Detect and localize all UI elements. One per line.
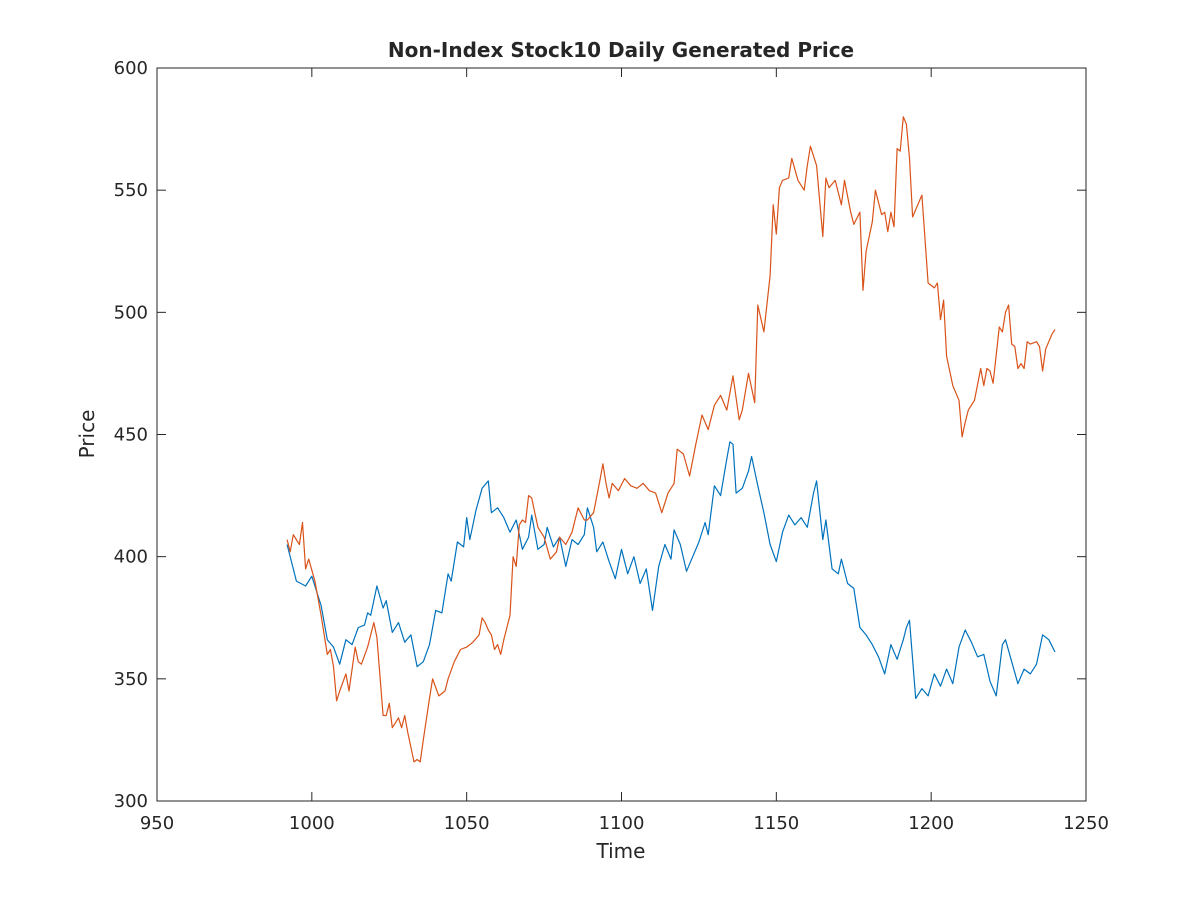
y-tick-label: 300: [114, 791, 148, 812]
y-tick-label: 350: [114, 669, 148, 690]
x-tick-label: 1100: [599, 813, 645, 834]
x-tick-label: 1250: [1063, 813, 1109, 834]
x-tick-label: 1050: [444, 813, 490, 834]
y-tick-label: 500: [114, 302, 148, 323]
series-line-2: [286, 116, 1056, 763]
x-tick-label: 1000: [289, 813, 335, 834]
x-tick-label: 1200: [908, 813, 954, 834]
y-tick-label: 600: [114, 58, 148, 79]
y-tick-label: 450: [114, 425, 148, 446]
x-tick-label: 1150: [753, 813, 799, 834]
y-axis-label: Price: [75, 410, 99, 459]
plot-area: 950 1000 1050 1100 1150 1200 1250 300 350 400 450 5…: [114, 58, 1109, 834]
y-tick-label: 550: [114, 180, 148, 201]
y-tick-label: 400: [114, 547, 148, 568]
chart-title: Non-Index Stock10 Daily Generated Price: [388, 38, 854, 62]
series-line-1: [286, 441, 1056, 700]
x-axis-label: Time: [596, 839, 646, 863]
x-tick-label: 950: [140, 813, 174, 834]
